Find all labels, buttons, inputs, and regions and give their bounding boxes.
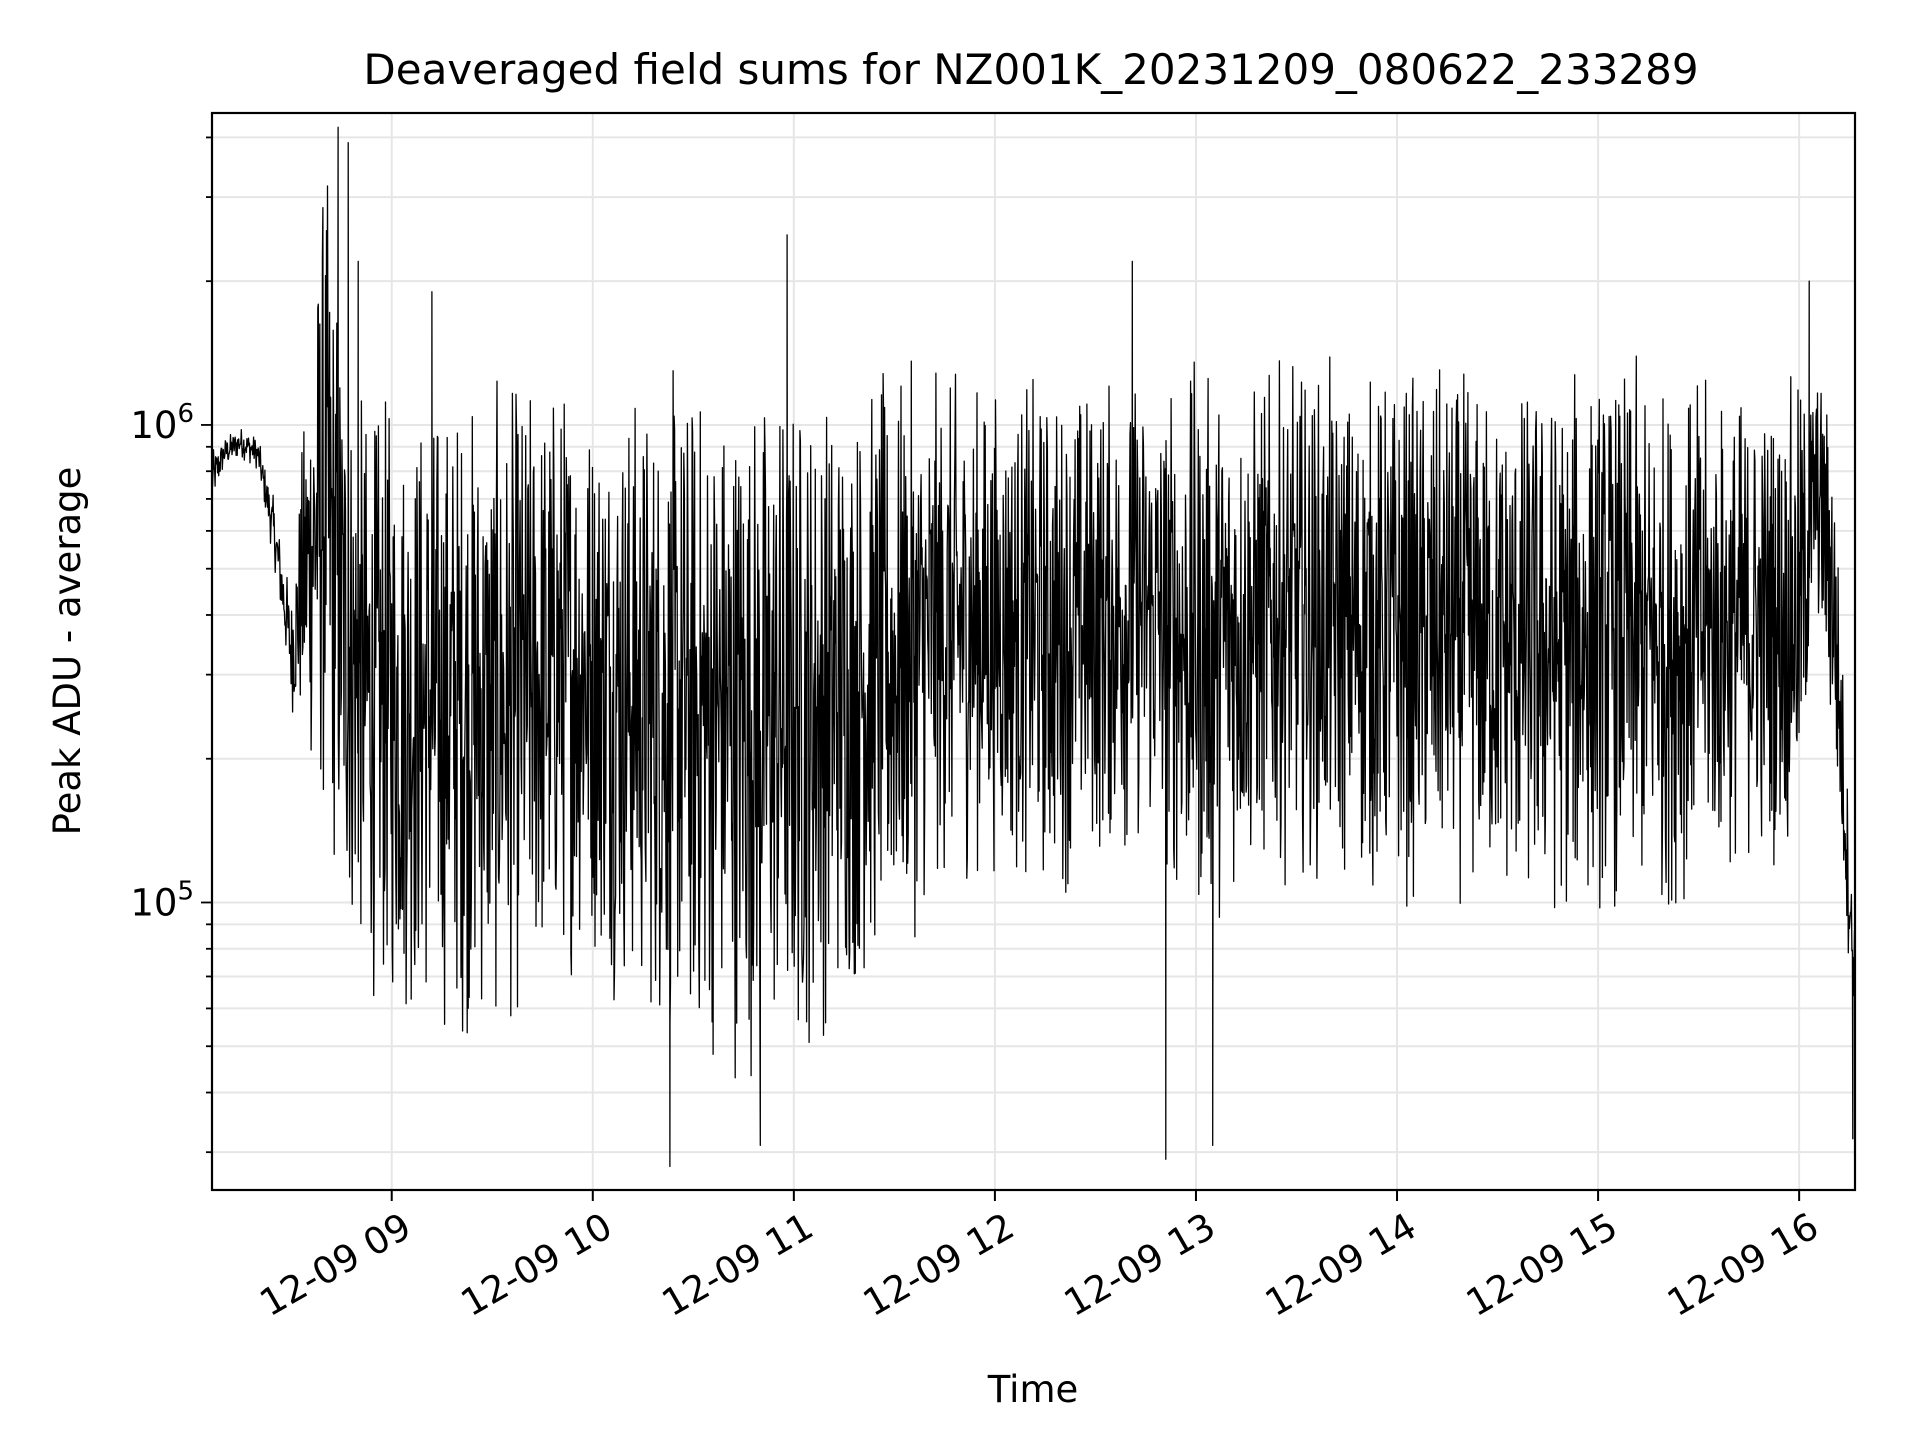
y-axis: 105 106: [130, 136, 212, 1154]
plot-frame: [210, 111, 1857, 1192]
y-tick-label: 106: [130, 399, 194, 447]
series-line: [212, 126, 1855, 1168]
series-path: [212, 126, 1855, 1168]
x-axis-label: Time: [987, 1368, 1079, 1411]
chart-title: Deaveraged field sums for NZ001K_2023120…: [363, 45, 1698, 94]
y-axis-label: Peak ADU - average: [46, 467, 89, 836]
y-tick-label: 105: [130, 876, 194, 924]
